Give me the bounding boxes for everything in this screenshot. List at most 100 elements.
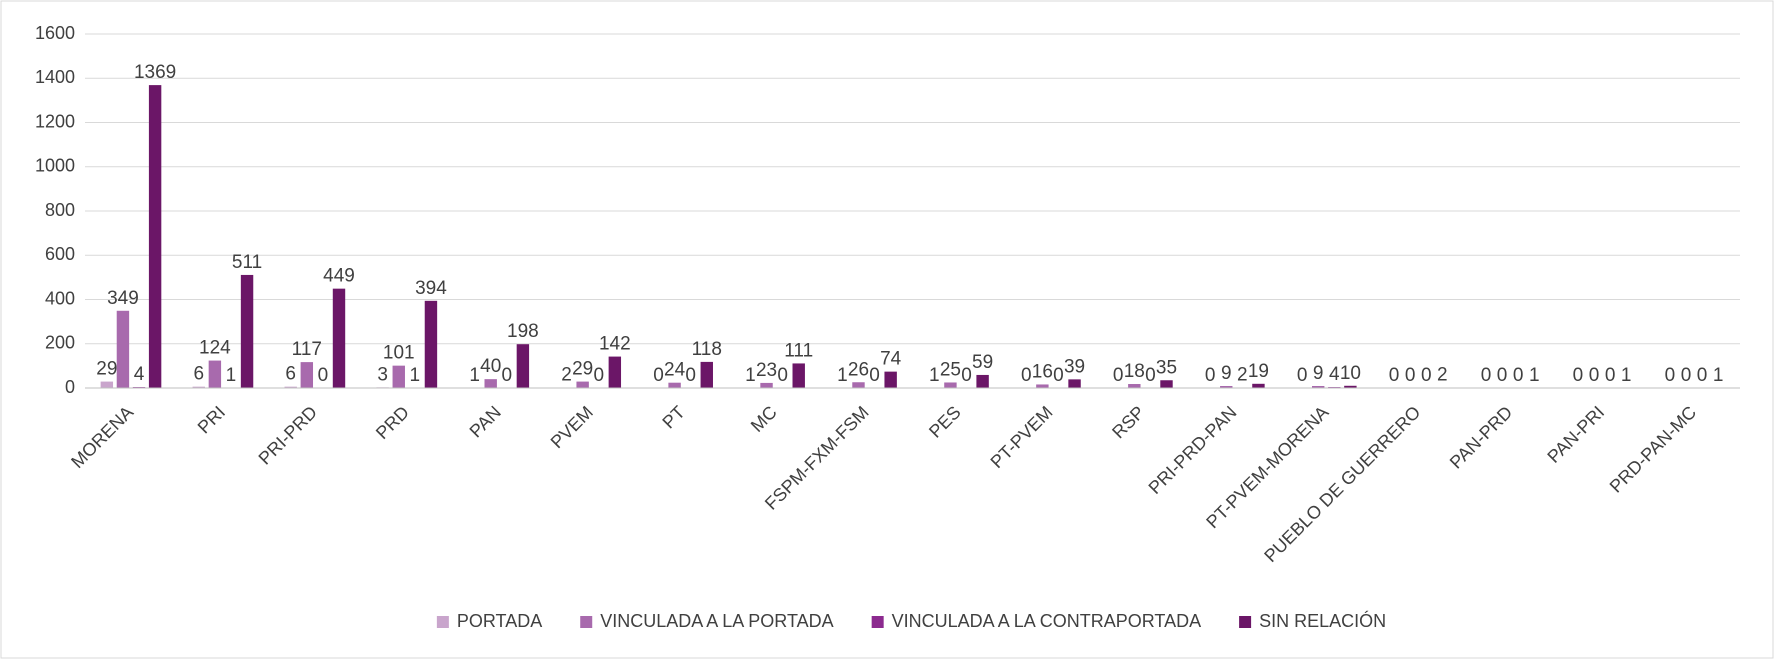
bar: [148, 85, 162, 388]
data-label: 29: [96, 359, 117, 380]
y-tick-label: 800: [45, 200, 75, 220]
bar: [208, 360, 222, 388]
data-label: 1369: [134, 62, 176, 83]
y-tick-label: 1200: [35, 111, 75, 131]
data-label: 9: [1313, 363, 1324, 384]
data-label: 4: [1329, 364, 1340, 385]
data-label: 59: [972, 352, 993, 373]
bar: [392, 365, 405, 388]
bar: [944, 382, 957, 388]
data-label: 40: [480, 356, 501, 377]
bar: [240, 274, 254, 388]
data-label: 0: [777, 365, 788, 386]
bar: [516, 344, 530, 388]
data-label: 0: [1297, 365, 1308, 386]
bar: [1068, 379, 1081, 388]
data-label: 0: [961, 365, 972, 386]
bar: [668, 382, 681, 388]
data-label: 23: [756, 360, 777, 381]
legend-label: VINCULADA A LA CONTRAPORTADA: [892, 611, 1201, 631]
data-label: 0: [593, 365, 604, 386]
data-label: 19: [1248, 361, 1269, 382]
bar: [760, 382, 773, 388]
data-label: 1: [226, 365, 237, 386]
bar: [576, 381, 589, 388]
bar: [284, 386, 297, 388]
data-label: 3: [377, 364, 388, 385]
data-label: 0: [1697, 365, 1708, 386]
data-label: 1: [1621, 365, 1632, 386]
data-label: 29: [572, 359, 593, 380]
data-label: 6: [193, 364, 204, 385]
data-label: 9: [1221, 363, 1232, 384]
y-tick-label: 1400: [35, 67, 75, 87]
bar: [1160, 380, 1173, 388]
data-label: 26: [848, 359, 869, 380]
y-tick-label: 200: [45, 333, 75, 353]
data-label: 0: [1513, 365, 1524, 386]
bar: [484, 379, 497, 388]
bar: [1036, 384, 1049, 388]
data-label: 0: [1205, 365, 1216, 386]
data-label: 0: [1021, 365, 1032, 386]
data-label: 0: [1665, 365, 1676, 386]
data-label: 0: [1573, 365, 1584, 386]
data-label: 39: [1064, 356, 1085, 377]
data-label: 2: [1437, 365, 1448, 386]
data-label: 0: [1389, 365, 1400, 386]
legend-swatch: [580, 616, 593, 628]
bar: [424, 300, 438, 388]
data-label: 24: [664, 360, 686, 381]
data-label: 117: [292, 339, 322, 360]
data-label: 16: [1032, 361, 1053, 382]
data-label: 35: [1156, 357, 1177, 378]
legend-swatch: [871, 616, 884, 628]
data-label: 10: [1340, 363, 1361, 384]
bar: [976, 374, 989, 388]
data-label: 142: [599, 334, 631, 355]
data-label: 118: [692, 339, 722, 360]
data-label: 1: [1529, 365, 1540, 386]
data-label: 0: [1681, 365, 1692, 386]
data-label: 1: [469, 365, 480, 386]
y-tick-label: 600: [45, 244, 75, 264]
data-label: 74: [880, 349, 902, 370]
data-label: 1: [837, 365, 848, 386]
data-label: 0: [869, 365, 880, 386]
data-label: 0: [1421, 365, 1432, 386]
data-label: 0: [1405, 365, 1416, 386]
bar: [608, 356, 622, 388]
data-label: 0: [653, 365, 664, 386]
data-label: 2: [561, 365, 572, 386]
legend-label: PORTADA: [457, 611, 542, 631]
data-label: 0: [502, 365, 513, 386]
y-tick-label: 1600: [35, 23, 75, 43]
bar: [884, 371, 897, 388]
y-tick-label: 0: [65, 377, 75, 397]
bar: [100, 381, 114, 388]
bar: [332, 288, 346, 388]
bar: [116, 310, 130, 388]
data-label: 0: [1113, 365, 1124, 386]
bar: [700, 361, 713, 388]
bar: [192, 386, 205, 388]
data-label: 0: [1497, 365, 1508, 386]
data-label: 394: [415, 278, 447, 299]
data-label: 511: [232, 252, 262, 273]
bar: [852, 382, 865, 388]
data-label: 111: [784, 340, 813, 361]
legend-swatch: [436, 616, 449, 628]
bar: [1344, 385, 1357, 388]
bar: [300, 362, 314, 388]
bar: [792, 363, 805, 388]
data-label: 0: [1605, 365, 1616, 386]
data-label: 0: [1145, 365, 1156, 386]
data-label: 1: [745, 365, 756, 386]
data-label: 1: [410, 365, 421, 386]
data-label: 0: [1589, 365, 1600, 386]
data-label: 0: [1053, 365, 1064, 386]
data-label: 349: [107, 288, 139, 309]
data-label: 0: [685, 365, 696, 386]
